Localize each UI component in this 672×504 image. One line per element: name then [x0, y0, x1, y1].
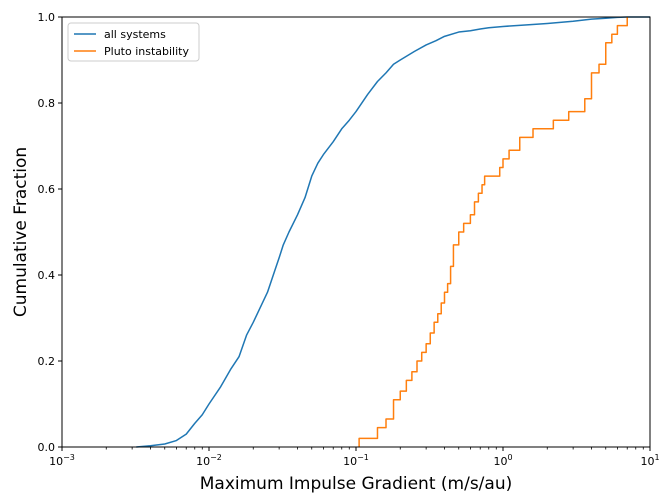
series-line-all-systems: [136, 16, 650, 448]
y-axis-label: Cumulative Fraction: [11, 147, 31, 317]
x-tick-label: 100: [493, 453, 512, 468]
x-tick-label: 10−3: [49, 453, 75, 468]
y-tick-label: 0.0: [38, 441, 56, 454]
series-line-pluto-instability: [358, 17, 628, 447]
x-tick-label: 101: [640, 453, 659, 468]
legend-label: Pluto instability: [104, 45, 189, 58]
y-tick-label: 0.6: [38, 183, 56, 196]
legend-label: all systems: [104, 28, 166, 41]
legend: all systems Pluto instability: [67, 22, 200, 62]
x-tick-label: 10−2: [196, 453, 222, 468]
series-layer: [136, 16, 650, 448]
x-tick-label: 10−1: [343, 453, 369, 468]
legend-box: [67, 22, 200, 62]
y-tick-label: 0.4: [38, 269, 56, 282]
ticks-layer: 10−3 10−2 10−1 100 101 0.0 0.2 0.4 0.6 0.8 1.0: [38, 11, 660, 468]
y-tick-label: 1.0: [38, 11, 56, 24]
y-tick-label: 0.2: [38, 355, 56, 368]
y-tick-label: 0.8: [38, 97, 56, 110]
x-axis-label: Maximum Impulse Gradient (m/s/au): [200, 474, 512, 494]
